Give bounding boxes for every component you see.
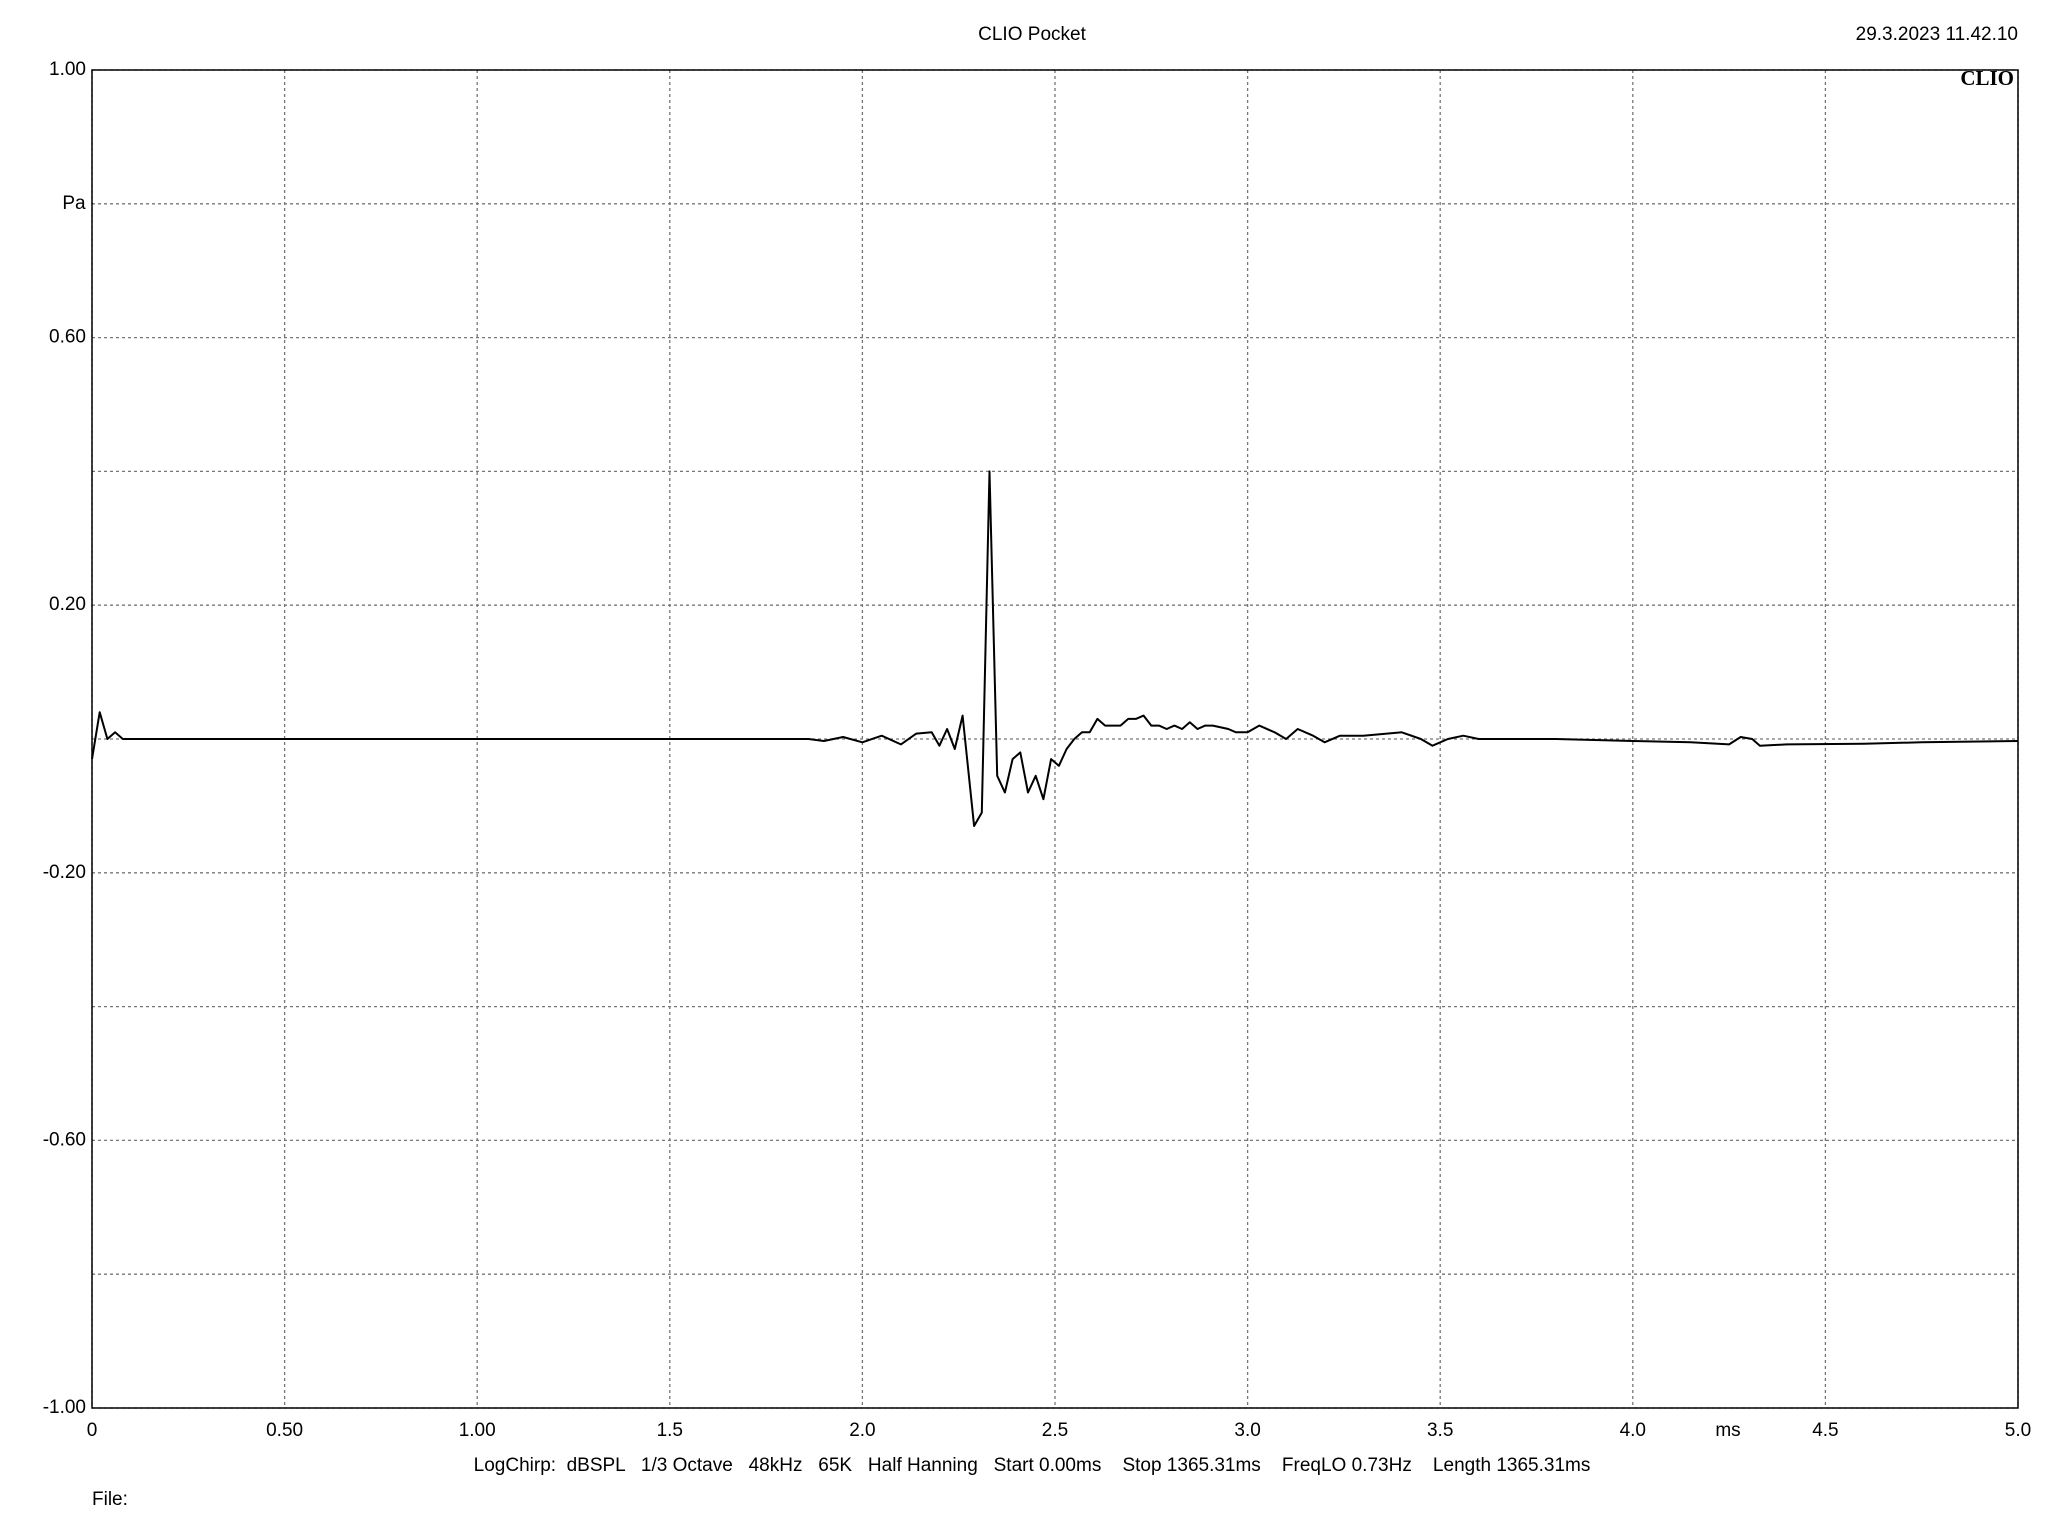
x-tick-label: 4.5 xyxy=(1812,1420,1838,1441)
x-axis-label: ms xyxy=(1715,1420,1740,1441)
x-tick-label: 1.5 xyxy=(657,1420,683,1441)
data-line xyxy=(91,470,2019,827)
x-tick-label: 0.50 xyxy=(266,1420,303,1441)
x-tick-label: 5.0 xyxy=(2005,1420,2031,1441)
x-tick-label: 0 xyxy=(87,1420,98,1441)
x-tick-label: 2.5 xyxy=(1042,1420,1068,1441)
chart-title: CLIO Pocket xyxy=(978,24,1086,45)
x-tick-label: 2.0 xyxy=(849,1420,875,1441)
y-tick-label: -1.00 xyxy=(43,1397,86,1418)
y-tick-label: -0.60 xyxy=(43,1129,86,1150)
x-tick-label: 1.00 xyxy=(459,1420,496,1441)
x-tick-label: 3.0 xyxy=(1234,1420,1260,1441)
file-label: File: xyxy=(92,1489,128,1510)
x-tick-label: 3.5 xyxy=(1427,1420,1453,1441)
plot-frame xyxy=(91,69,2019,1409)
timestamp: 29.3.2023 11.42.10 xyxy=(1856,24,2018,45)
y-tick-label: 1.00 xyxy=(49,59,86,80)
x-tick-label: 4.0 xyxy=(1620,1420,1646,1441)
y-axis-label: Pa xyxy=(62,193,86,214)
y-tick-label: 0.60 xyxy=(49,327,86,348)
y-tick-label: -0.20 xyxy=(43,862,86,883)
footer: LogChirp: dBSPL 1/3 Octave 48kHz 65K Hal… xyxy=(474,1455,1591,1476)
y-tick-label: 0.20 xyxy=(49,594,86,615)
